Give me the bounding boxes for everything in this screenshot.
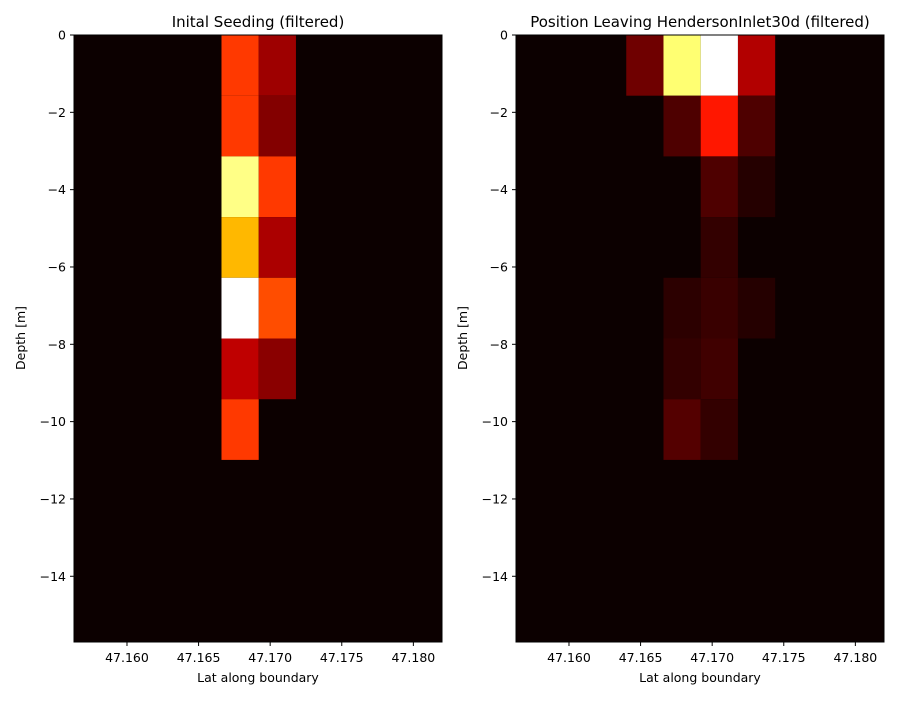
y-tick-label: −10 — [40, 414, 66, 429]
y-axis-label: Depth [m] — [13, 306, 28, 370]
y-tick-label: −2 — [48, 105, 66, 120]
y-axis-label: Depth [m] — [455, 306, 470, 370]
heatmap-cell — [221, 399, 259, 460]
y-tick-label: −12 — [40, 491, 66, 506]
y-tick-label: 0 — [500, 28, 508, 43]
heatmap-cell — [221, 277, 259, 339]
x-tick-label: 47.170 — [248, 650, 292, 665]
heatmap-cell — [737, 156, 776, 218]
heatmap-cell — [258, 217, 296, 278]
heatmap-cell — [663, 399, 701, 460]
heatmap-cell — [700, 217, 738, 278]
x-tick-label: 47.170 — [690, 650, 734, 665]
x-axis-label: Lat along boundary — [197, 670, 319, 685]
y-tick-label: −14 — [40, 569, 66, 584]
x-tick-label: 47.165 — [177, 650, 221, 665]
heatmap-cell — [700, 338, 738, 400]
heatmap-cell — [221, 35, 259, 96]
heatmap-cell — [700, 156, 738, 218]
heatmap-cell — [626, 35, 664, 96]
heatmap-cell — [737, 35, 776, 96]
x-tick-label: 47.180 — [833, 650, 877, 665]
heatmap-plot-area: 47.160 47.165 47.170 47.175 47.180 0 −2 −4 −6 −8 −… — [40, 28, 443, 665]
x-tick-label: 47.180 — [391, 650, 435, 665]
x-axis-label: Lat along boundary — [639, 670, 761, 685]
heatmap-cell — [700, 399, 738, 460]
y-tick-label: −8 — [48, 337, 66, 352]
heatmap-cell — [737, 277, 776, 339]
y-tick-label: −8 — [490, 337, 508, 352]
x-tick-label: 47.165 — [619, 650, 663, 665]
y-tick-label: −6 — [48, 259, 66, 274]
heatmap-cell — [663, 277, 701, 339]
y-tick-label: −6 — [490, 259, 508, 274]
x-tick-label: 47.175 — [320, 650, 364, 665]
heatmap-cell — [221, 95, 259, 157]
heatmap-plot-area: 47.160 47.165 47.170 47.175 47.180 0 −2 −4 −6 −8 −… — [482, 28, 885, 665]
x-tick-label: 47.160 — [105, 650, 149, 665]
heatmap-cell — [221, 156, 259, 218]
heatmap-cell — [663, 95, 701, 157]
chart-title: Position Leaving HendersonInlet30d (filt… — [530, 13, 870, 31]
y-tick-label: −10 — [482, 414, 508, 429]
y-tick-label: 0 — [58, 28, 66, 43]
heatmap-cell — [663, 35, 701, 96]
heatmap-cell — [258, 95, 296, 157]
y-tick-label: −14 — [482, 569, 508, 584]
y-tick-label: −2 — [490, 105, 508, 120]
heatmap-cell — [258, 338, 296, 400]
heatmap-cell — [700, 277, 738, 339]
y-tick-label: −12 — [482, 491, 508, 506]
heatmap-cell — [258, 156, 296, 218]
y-tick-label: −4 — [48, 182, 66, 197]
heatmap-cell — [221, 338, 259, 400]
plot-frame — [515, 34, 885, 643]
y-tick-label: −4 — [490, 182, 508, 197]
chart-title: Inital Seeding (filtered) — [172, 13, 345, 31]
heatmap-cell — [737, 95, 776, 157]
panel-position-leaving: Position Leaving HendersonInlet30d (filt… — [455, 13, 885, 685]
heatmap-cell — [258, 277, 296, 339]
panel-initial-seeding: Inital Seeding (filtered) Lat along boun… — [13, 13, 443, 685]
x-tick-label: 47.175 — [762, 650, 806, 665]
x-tick-label: 47.160 — [547, 650, 591, 665]
plot-frame — [73, 34, 443, 643]
heatmap-cell — [663, 338, 701, 400]
heatmap-cell — [700, 35, 738, 96]
heatmap-cell — [700, 95, 738, 157]
heatmap-cell — [221, 217, 259, 278]
heatmap-cell — [258, 35, 296, 96]
